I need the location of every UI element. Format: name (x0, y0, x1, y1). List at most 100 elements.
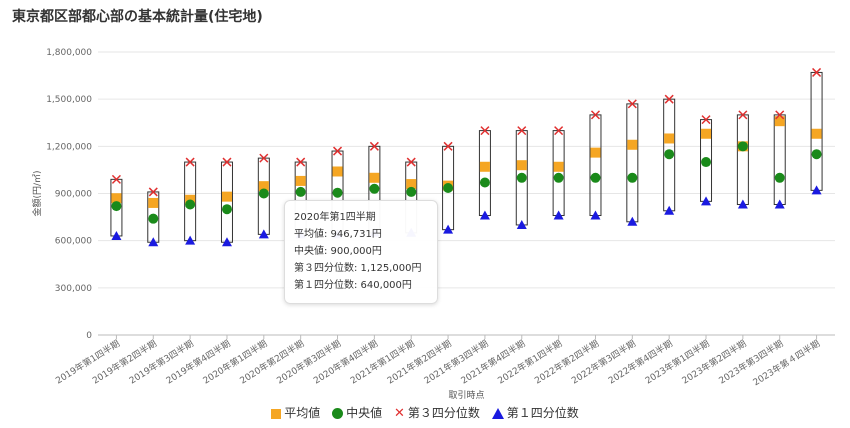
median-marker (111, 201, 122, 212)
tooltip-q1: 第１四分位数: 640,000円 (294, 280, 412, 291)
mean-marker (553, 161, 564, 172)
x-tick-label: 2022年第3四半期 (569, 337, 638, 386)
x-tick-label: 2021年第2四半期 (385, 337, 454, 386)
mean-marker (664, 133, 675, 144)
tooltip-title: 2020年第1四半期 (294, 212, 376, 223)
y-tick-label: 900,000 (55, 190, 92, 200)
mean-marker (590, 147, 601, 158)
q3-marker-stroke (332, 146, 343, 156)
legend-item-mean[interactable]: 平均値 (271, 404, 320, 421)
q3-marker (590, 110, 601, 120)
box (736, 114, 749, 206)
q1-marker (811, 185, 822, 195)
x-tick-label: 2021年第1四半期 (348, 337, 417, 386)
q1-marker (111, 230, 122, 240)
x-tick-label: 2019年第2四半期 (90, 337, 159, 386)
legend-item-median[interactable]: 中央値 (332, 404, 382, 421)
q3-marker-stroke (517, 126, 527, 136)
x-tick-label: 2019年第1四半期 (53, 337, 122, 386)
q3-marker-stroke (222, 157, 232, 167)
q1-marker (185, 235, 196, 245)
tooltip-mean: 平均値: 946,731円 (294, 229, 382, 240)
y-tick-label: 300,000 (55, 284, 92, 294)
median-marker (148, 213, 159, 224)
mean-marker (221, 191, 232, 202)
legend-item-q3[interactable]: ✕ 第３四分位数 (394, 404, 480, 421)
mean-marker (406, 179, 417, 190)
q3-marker (369, 141, 379, 151)
q3-marker (148, 187, 158, 197)
q3-marker (296, 157, 306, 167)
mean-marker (258, 181, 269, 192)
q3-marker (406, 157, 416, 167)
legend-label-mean: 平均値 (284, 406, 321, 420)
tooltip-q3: 第３四分位数: 1,125,000円 (294, 263, 422, 274)
x-axis-label: 取引時点 (448, 390, 484, 401)
x-tick-label: 2023年第４四半期 (751, 337, 823, 388)
box-layer (110, 71, 823, 243)
box (589, 114, 602, 217)
q3-marker (775, 110, 785, 120)
median-marker (811, 149, 822, 160)
median-marker (553, 172, 564, 183)
q1-marker (627, 216, 638, 226)
q3-marker-stroke (369, 141, 379, 151)
x-tick-label: 2020年第1四半期 (201, 337, 270, 386)
q1-marker (479, 210, 490, 220)
q3-marker-stroke (259, 153, 269, 163)
x-tick-label: 2023年第2四半期 (680, 337, 749, 386)
tooltip-median: 中央値: 900,000円 (294, 246, 382, 257)
mean-marker (295, 175, 306, 186)
median-marker (516, 172, 527, 183)
median-marker (737, 141, 748, 152)
y-axis-label: 金額(円/㎡) (31, 170, 43, 216)
q3-marker (480, 126, 490, 136)
median-marker (406, 186, 417, 197)
x-tick-label: 2021年第4四半期 (459, 337, 528, 386)
q3-marker (111, 174, 121, 184)
q3-marker (185, 157, 195, 167)
y-tick-label: 0 (86, 331, 92, 341)
q1-marker (553, 210, 564, 220)
legend-item-q1[interactable]: 第１四分位数 (491, 404, 579, 421)
legend-label-q1: 第１四分位数 (506, 406, 579, 420)
median-marker (627, 172, 638, 183)
q1-marker (701, 196, 712, 206)
q3-marker-stroke (554, 126, 564, 136)
square-icon (271, 408, 282, 419)
q3-marker (222, 157, 232, 167)
x-tick-label: 2019年第3四半期 (127, 337, 196, 386)
q1-marker (221, 237, 232, 247)
legend-label-median: 中央値 (346, 406, 383, 420)
q1-marker (664, 205, 675, 215)
q3-marker (554, 126, 564, 136)
median-marker (332, 187, 343, 198)
q3-marker-stroke (627, 99, 637, 109)
q3-marker-stroke (812, 67, 822, 77)
x-tick-label: 2020年第2四半期 (237, 337, 306, 386)
x-tick-label: 2020年第3四半期 (274, 337, 343, 386)
x-icon: ✕ (393, 405, 405, 421)
q3-marker-stroke (701, 115, 711, 125)
median-marker (701, 157, 712, 168)
q3-marker (332, 146, 343, 156)
q3-marker-stroke (406, 157, 416, 167)
y-axis-ticks: 0 300,000 600,000 900,000 1,200,000 1,500,000… (46, 48, 92, 341)
x-tick-label: 2023年第1四半期 (643, 337, 712, 386)
mean-marker (701, 128, 712, 139)
median-marker (295, 186, 306, 197)
q3-marker (627, 99, 637, 109)
q1-marker (590, 210, 601, 220)
median-marker (479, 177, 490, 188)
circle-icon (332, 408, 344, 419)
median-marker (369, 183, 380, 194)
q1-marker (737, 199, 748, 209)
q3-marker (812, 67, 822, 77)
mean-marker (369, 172, 380, 183)
legend-label-q3: 第３四分位数 (407, 406, 480, 420)
y-tick-label: 1,500,000 (46, 95, 92, 105)
q3-marker-stroke (775, 110, 785, 120)
q3-marker (701, 115, 711, 125)
median-marker (221, 204, 232, 215)
q3-marker-stroke (148, 187, 158, 197)
